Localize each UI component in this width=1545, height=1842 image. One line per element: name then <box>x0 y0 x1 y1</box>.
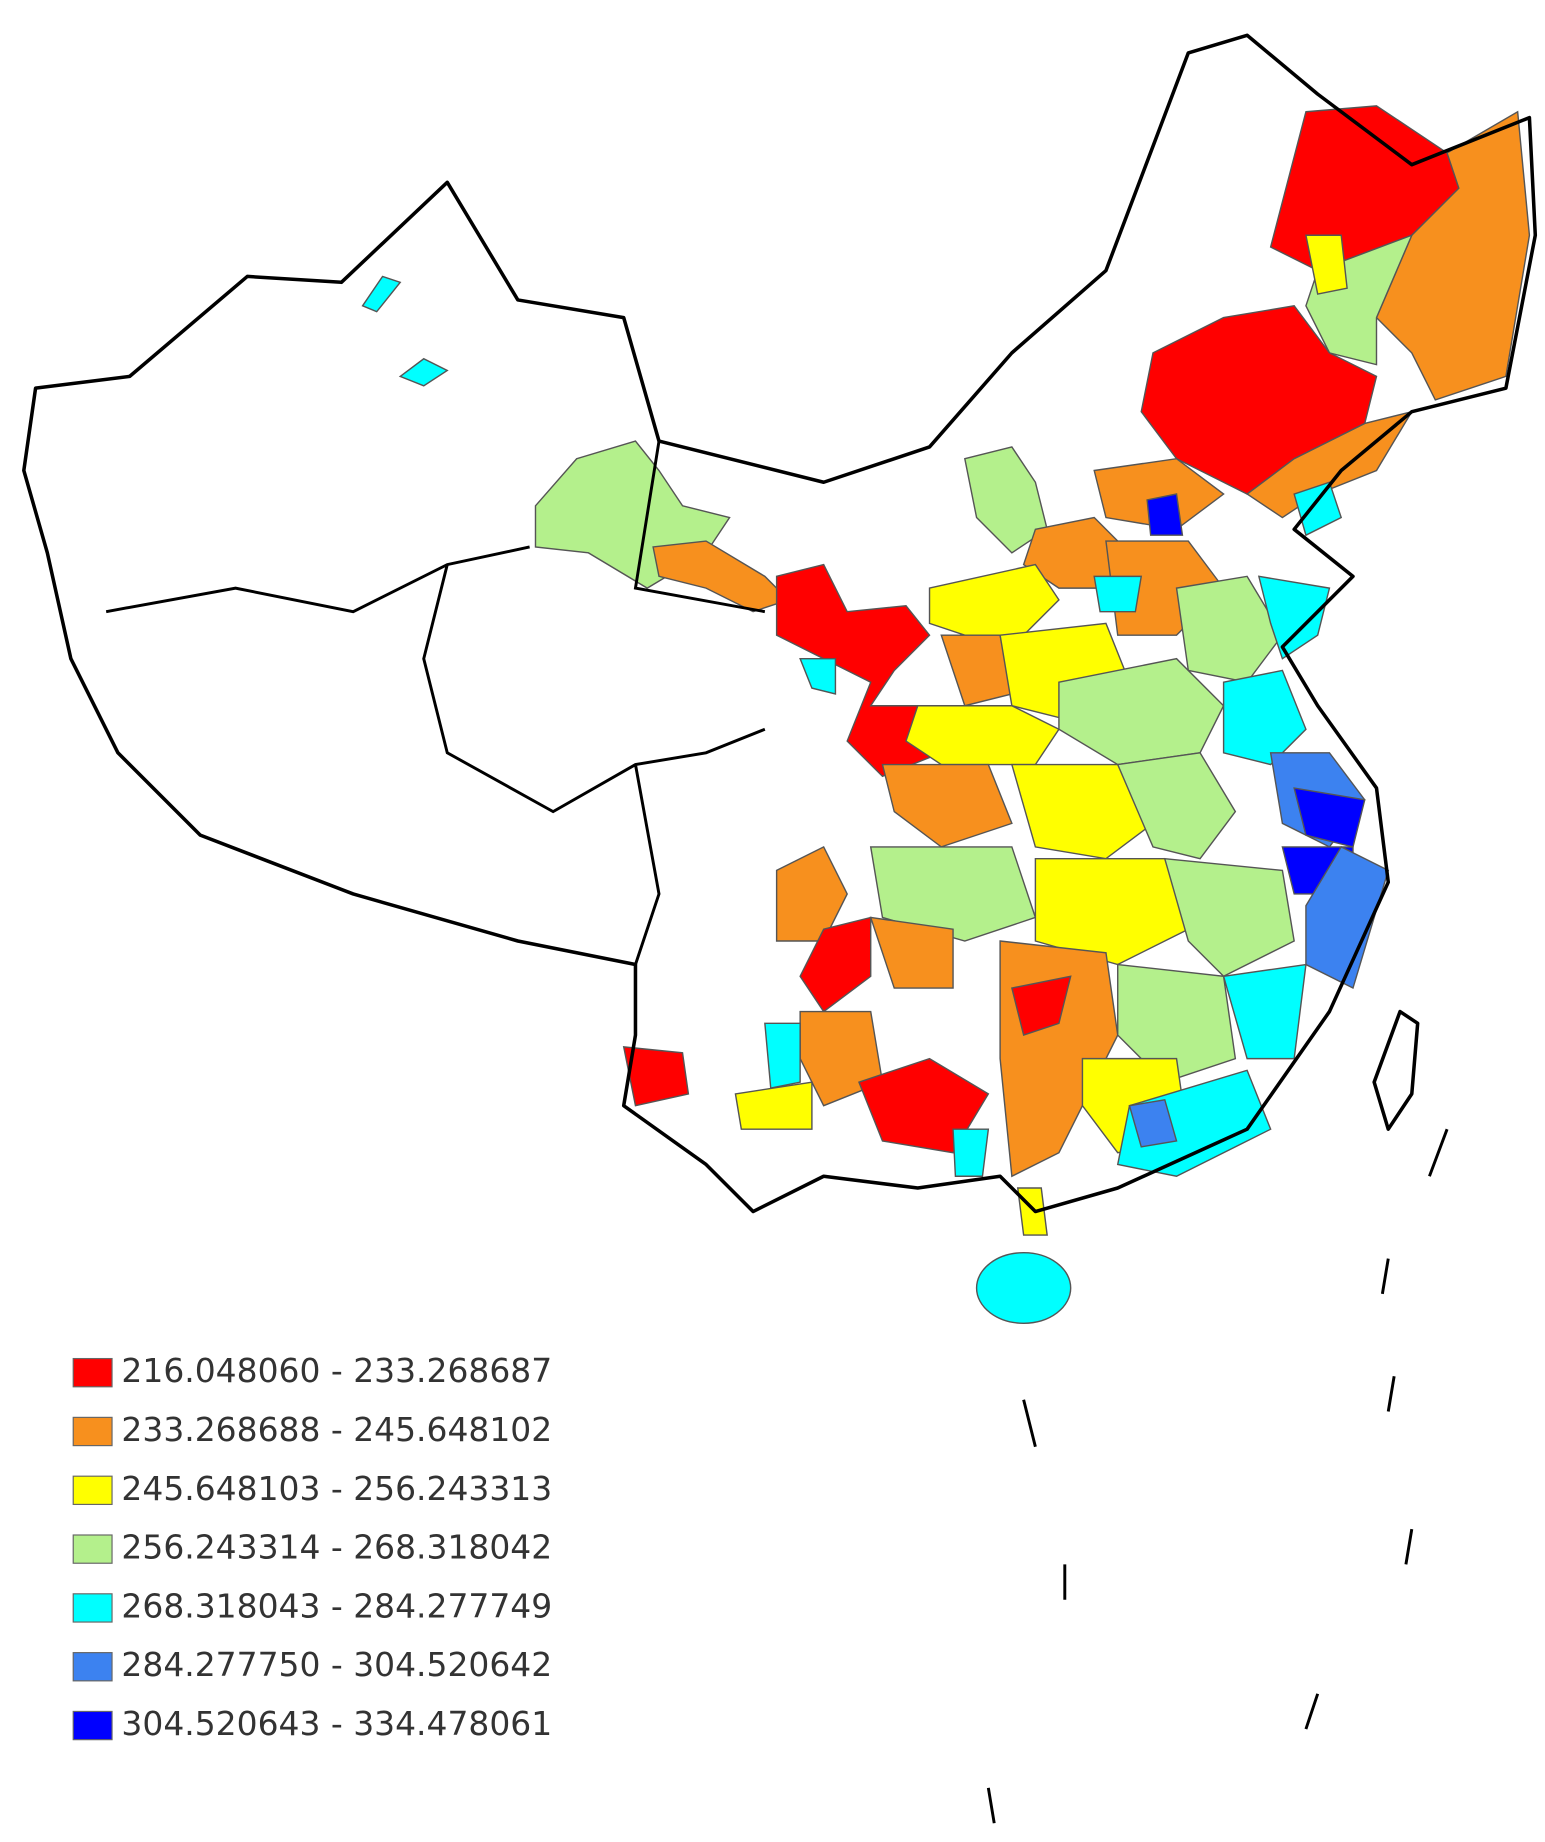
province-border <box>105 440 766 965</box>
region <box>1305 234 1348 295</box>
region <box>869 916 954 989</box>
region <box>928 563 1060 636</box>
regions <box>361 105 1531 1324</box>
region <box>1011 975 1072 1037</box>
region <box>1375 110 1531 401</box>
legend-swatch <box>72 1652 113 1682</box>
region <box>764 1022 801 1089</box>
legend-swatch <box>72 1710 113 1741</box>
region <box>1222 669 1307 766</box>
region <box>952 1128 990 1177</box>
region <box>1146 493 1184 536</box>
legend-swatch <box>72 1475 113 1506</box>
region <box>1117 963 1237 1083</box>
region <box>1093 457 1225 531</box>
legend-swatch <box>72 1593 113 1623</box>
legend-swatch <box>72 1416 113 1447</box>
region <box>1305 845 1390 990</box>
region <box>1128 1098 1178 1148</box>
legend-swatch <box>72 1534 113 1564</box>
region <box>652 540 790 613</box>
region <box>1093 575 1143 613</box>
legend-label: 233.268688 - 245.648102 <box>121 1410 552 1449</box>
taiwan <box>1372 1009 1420 1131</box>
region <box>1175 575 1284 684</box>
legend-label: 304.520643 - 334.478061 <box>121 1704 552 1743</box>
lake <box>398 357 449 387</box>
region <box>881 763 1013 848</box>
region <box>1010 763 1154 860</box>
lake <box>361 275 402 313</box>
legend: 216.048060 - 233.268687 233.268688 - 245.… <box>72 1351 552 1743</box>
region <box>799 657 837 695</box>
region <box>799 916 872 1013</box>
region <box>1163 857 1295 978</box>
legend-label: 245.648103 - 256.243313 <box>121 1469 552 1508</box>
region <box>775 845 848 942</box>
legend-label: 284.277750 - 304.520642 <box>121 1645 552 1684</box>
region <box>1222 963 1307 1060</box>
island-line <box>986 1128 1449 1824</box>
legend-label: 216.048060 - 233.268687 <box>121 1351 552 1390</box>
region <box>734 1081 813 1130</box>
legend-swatch <box>72 1357 113 1388</box>
country-outline <box>22 33 1538 1214</box>
region <box>1257 575 1331 660</box>
hainan <box>975 1251 1072 1324</box>
legend-label: 256.243314 - 268.318042 <box>121 1528 552 1567</box>
region <box>905 705 1060 766</box>
region <box>1116 752 1237 860</box>
region <box>1016 1187 1048 1236</box>
region <box>1245 410 1414 519</box>
borders <box>22 33 1538 1824</box>
region <box>1034 857 1190 966</box>
region <box>622 1046 690 1107</box>
legend-label: 268.318043 - 284.277749 <box>121 1586 552 1625</box>
region <box>1116 1069 1272 1177</box>
region <box>869 846 1037 942</box>
